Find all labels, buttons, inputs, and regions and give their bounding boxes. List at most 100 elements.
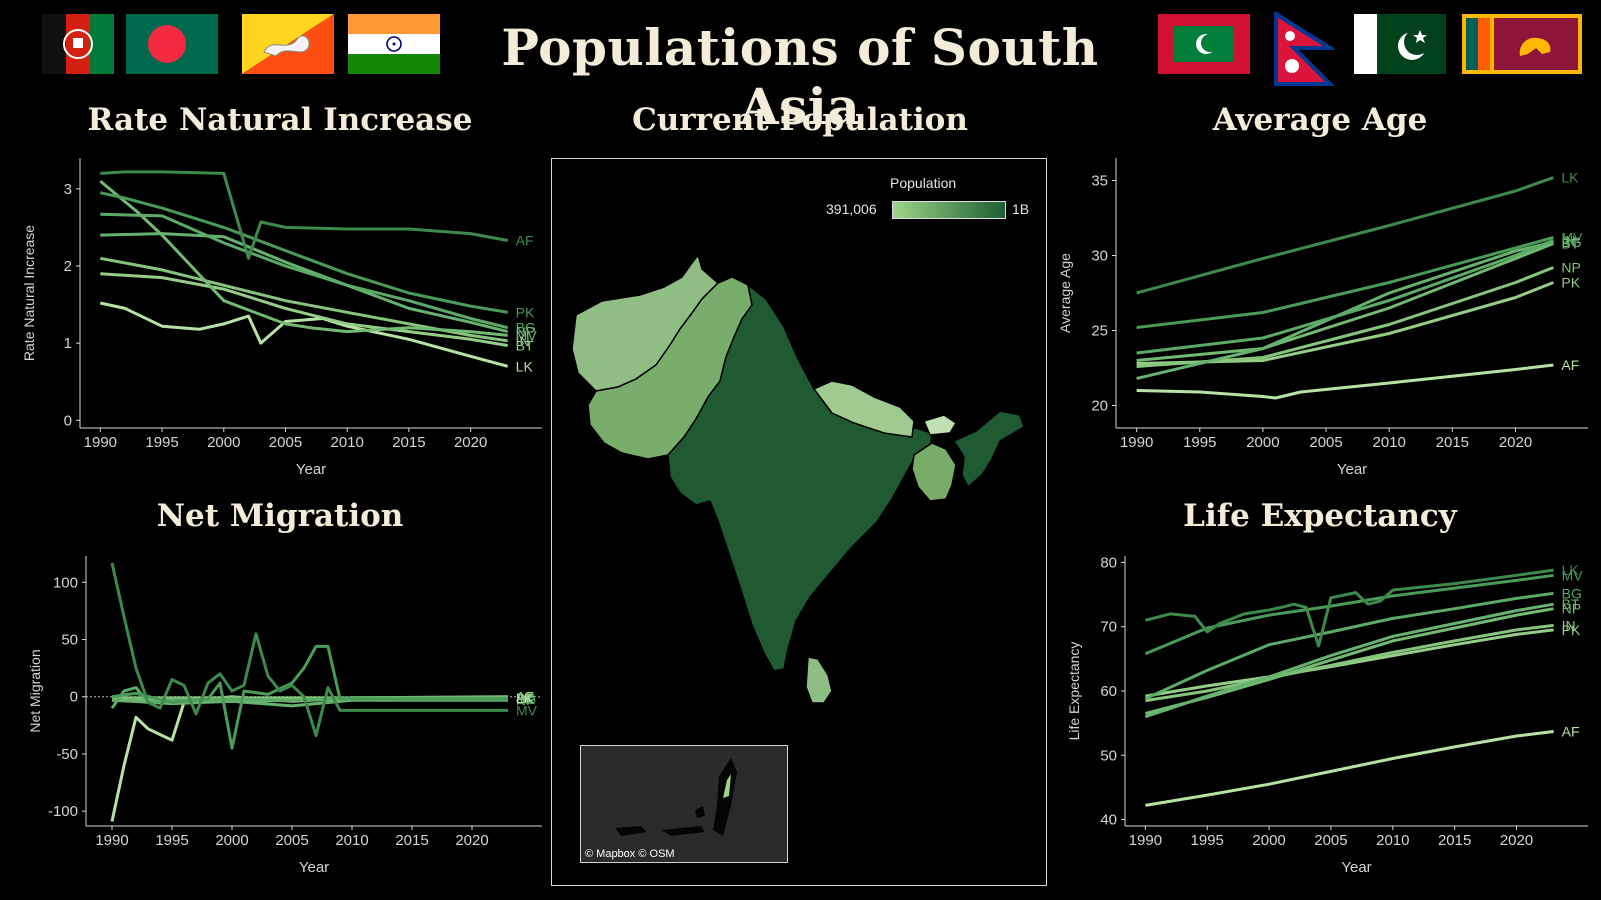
x-axis-label: Year [1337,461,1367,478]
series-line-bg [100,212,509,330]
series-label-in: IN [516,690,530,706]
series-label-pk: PK [516,304,535,320]
x-tick-label: 2010 [1376,832,1409,849]
series-label-np: NP [516,324,535,340]
series-line-af [100,170,508,260]
series-label-af: AF [1561,357,1579,373]
y-tick-label: 25 [1091,323,1108,340]
x-tick-label: 1990 [1120,434,1153,451]
series-line-in [1136,239,1554,355]
map-title: Current Population [632,102,968,138]
series-label-lk: LK [1561,170,1579,186]
legend-max: 1B [1012,201,1030,217]
series-line-lk [1136,176,1554,295]
series-line-bg [1144,591,1554,701]
series-label-bg: BG [516,320,536,336]
y-tick-label: -100 [48,803,78,820]
y-tick-label: 35 [1091,173,1108,190]
afghanistan-flag-icon [42,14,114,74]
y-tick-label: 1 [64,335,72,352]
y-tick-label: 70 [1100,619,1117,636]
series-line-pk [1136,281,1554,365]
series-line-mv [110,562,508,738]
series-line-bt [1136,242,1554,362]
x-tick-label: 2005 [275,832,308,849]
series-label-bg: BG [1561,234,1581,250]
x-tick-label: 2020 [454,434,487,451]
series-line-np [1145,607,1554,715]
series-label-in: IN [1562,617,1576,633]
series-label-mv: MV [516,327,538,343]
x-tick-label: 2000 [207,434,240,451]
population-map[interactable]: Population 391,006 1B © Mapbox © OSM [551,158,1047,886]
y-tick-label: 40 [1100,812,1117,829]
series-line-mv [1144,573,1554,656]
x-tick-label: 2015 [392,434,425,451]
x-tick-label: 2015 [395,832,428,849]
legend-title: Population [890,175,957,191]
series-label-pk: PK [1561,275,1580,291]
x-tick-label: 2005 [1314,832,1347,849]
series-line-pk [99,191,508,314]
y-tick-label: 50 [1100,747,1117,764]
x-tick-label: 1995 [155,832,188,849]
age-title: Average Age [1212,102,1428,138]
series-label-bg: BG [1562,585,1582,601]
x-tick-label: 2005 [1309,434,1342,451]
maldives-inset-map[interactable]: © Mapbox © OSM [580,745,788,863]
nepal-region [812,380,915,438]
series-label-bt: BT [516,337,534,353]
y-tick-label: 20 [1091,398,1108,415]
series-label-np: NP [516,692,535,708]
series-label-np: NP [1561,260,1580,276]
series-label-bt: BT [1562,596,1580,612]
series-line-np [1136,266,1554,368]
mig-title: Net Migration [156,498,404,534]
series-line-bg [111,644,508,750]
y-axis-label: Rate Natural Increase [21,225,37,361]
y-tick-label: 2 [64,258,72,275]
x-axis-label: Year [299,859,329,876]
series-line-mv [99,179,508,337]
series-label-lk: LK [516,690,534,706]
maldives-flag-icon [1158,14,1250,74]
y-tick-label: 80 [1100,554,1117,571]
x-tick-label: 1990 [1129,832,1162,849]
x-tick-label: 2010 [335,832,368,849]
series-line-in [1145,623,1554,703]
series-line-mv [1136,236,1554,329]
series-label-af: AF [516,233,534,249]
y-tick-label: 3 [64,181,72,198]
series-label-af: AF [516,689,534,705]
series-label-mv: MV [516,702,538,718]
x-tick-label: 1990 [95,832,128,849]
series-label-af: AF [1562,724,1580,740]
series-line-bg [1136,240,1554,380]
series-label-lk: LK [1562,562,1580,578]
pakistan-flag-icon [1354,14,1446,74]
series-line-pk [1145,628,1554,698]
series-line-np [111,698,508,708]
series-line-np [100,232,509,334]
y-tick-label: 60 [1100,683,1117,700]
series-line-lk [99,301,509,368]
sri-lanka-region [805,656,833,704]
series-label-bt: BT [1561,236,1579,252]
rni-title: Rate Natural Increase [87,102,473,138]
x-tick-label: 1990 [84,434,117,451]
x-tick-label: 2010 [1373,434,1406,451]
x-tick-label: 2020 [1499,434,1532,451]
series-label-mv: MV [1561,230,1583,246]
series-line-in [100,256,508,343]
series-line-bt [1144,602,1554,719]
series-label-mv: MV [1562,567,1584,583]
bhutan-flag-icon [242,14,334,74]
y-tick-label: 30 [1091,248,1108,265]
y-axis-label: Average Age [1057,253,1073,333]
legend-gradient [892,201,1006,219]
x-axis-label: Year [1341,859,1371,876]
series-line-af [1136,363,1554,400]
series-label-in: IN [516,333,530,349]
map-credit: © Mapbox © OSM [585,848,675,860]
nepal-flag-icon [1274,12,1334,86]
